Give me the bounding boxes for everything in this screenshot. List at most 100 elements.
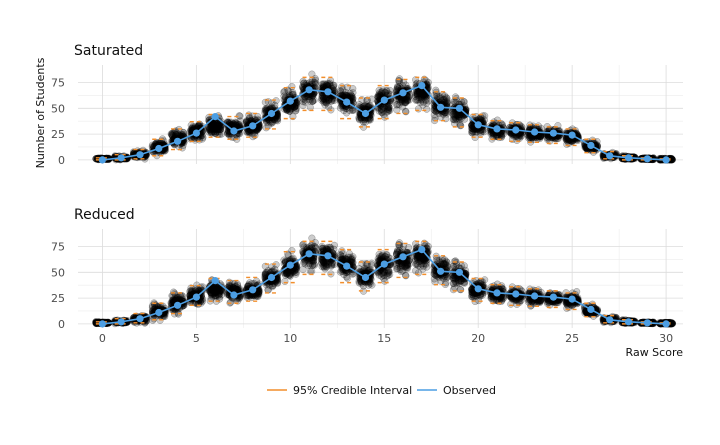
posterior-draw-point [211,129,219,137]
posterior-draw-point [517,132,525,140]
posterior-draw-point [451,98,459,106]
observed-point [98,156,106,164]
posterior-draw-point [178,131,186,139]
posterior-draw-point [189,123,197,131]
posterior-draw-point [198,126,206,134]
posterior-draw-point [205,124,213,132]
posterior-draw-point [324,243,332,251]
observed-point [230,127,238,135]
posterior-draw-point [308,70,316,78]
posterior-draw-point [213,128,221,136]
posterior-draw-point [417,88,425,96]
posterior-draw-point [179,128,187,136]
posterior-draw-point [172,130,180,138]
posterior-draw-point [245,111,253,119]
posterior-draw-point [214,124,222,132]
posterior-draw-point [189,287,197,295]
observed-point [117,154,125,162]
posterior-draw-point [218,130,226,138]
posterior-draw-point [168,129,176,137]
posterior-draw-point [169,129,177,137]
posterior-draw-point [205,128,213,136]
posterior-draw-point [207,129,215,137]
posterior-draw-point [205,125,213,133]
posterior-draw-point [172,128,180,136]
posterior-draw-point [423,105,431,113]
observed-point [606,152,614,160]
posterior-draw-point [395,77,403,85]
y-tick-label: 0 [58,154,65,167]
posterior-draw-point [386,86,394,94]
posterior-draw-point [414,105,423,113]
posterior-draw-point [168,131,176,139]
posterior-draw-point [308,234,316,242]
observed-point [568,131,576,139]
posterior-draw-point [207,121,215,129]
observed-point [418,82,426,90]
posterior-draw-point [150,315,158,323]
posterior-draw-point [299,77,307,85]
posterior-draw-point [187,126,195,134]
posterior-draw-point [441,109,449,117]
posterior-draw-point [234,121,243,129]
posterior-draw-point [179,141,187,149]
observed-point [380,96,388,104]
posterior-draw-point [92,319,101,327]
posterior-draw-point [168,132,176,140]
posterior-draw-point [195,120,204,128]
posterior-draw-point [148,141,156,149]
posterior-draw-point [320,80,328,88]
observed-point [474,121,482,129]
observed-point [512,126,520,134]
posterior-draw-point [168,131,176,139]
posterior-draw-point [177,132,185,140]
posterior-draw-point [261,270,269,278]
posterior-draw-point [169,133,177,141]
observed-point [324,88,332,96]
posterior-draw-point [194,122,203,130]
posterior-draw-point [206,126,214,134]
observed-point [643,155,651,163]
posterior-draw-point [301,98,309,106]
posterior-draw-point [374,93,382,101]
observed-point [437,103,445,111]
observed-point [361,109,370,118]
posterior-draw-point [384,106,393,114]
observed-point [211,113,219,121]
posterior-draw-point [180,129,188,137]
posterior-draw-point [454,112,462,120]
posterior-draw-point [342,88,350,96]
observed-point [624,154,633,162]
observed-point [587,141,595,149]
observed-point [249,122,257,130]
posterior-draw-point [280,256,288,264]
posterior-draw-point [216,125,224,133]
posterior-draw-point [215,121,223,129]
panel-title: Reduced [74,207,135,223]
posterior-draw-point [310,260,318,268]
posterior-draw-point [361,102,369,110]
posterior-draw-point [173,129,181,137]
posterior-draw-point [188,124,196,132]
posterior-draw-point [281,277,289,285]
posterior-draw-point [301,260,309,268]
grid [78,65,683,164]
posterior-draw-point [255,123,263,131]
posterior-draw-point [285,107,294,115]
posterior-draw-point [189,124,197,132]
posterior-draw-point [318,258,326,266]
posterior-draw-point [325,103,333,111]
panel-title: Saturated [74,43,143,59]
observed-point [343,98,351,106]
observed-point [174,137,182,145]
posterior-draw-point [393,106,401,114]
observed-point [267,109,276,118]
posterior-draw-point [235,112,243,120]
posterior-draw-point [400,96,409,104]
posterior-draw-point [161,147,169,155]
observed-point [399,89,407,97]
posterior-draw-point [176,131,184,139]
